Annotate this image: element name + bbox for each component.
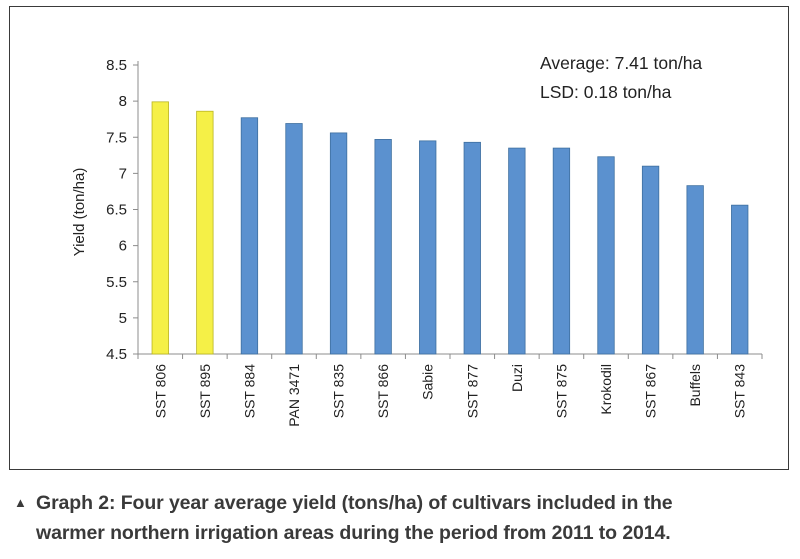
x-axis-tick-labels: SST 806 SST 895 SST 884 PAN 3471 SST 835 SST …	[137, 354, 763, 427]
bar-sabie	[419, 140, 437, 355]
x-tick-label: Buffels	[687, 364, 703, 407]
x-tick-label: SST 895	[197, 364, 213, 418]
y-axis-ticks: 4.5 5 5.5 6 6.5 7 7.5 8 8.5	[106, 57, 138, 363]
bar-chart: 4.5 5 5.5 6 6.5 7 7.5 8 8.5 SST 806 SST 895 SST 88…	[71, 53, 763, 427]
x-tick-label: SST 835	[331, 364, 347, 418]
bar-sst-835	[329, 132, 348, 355]
bar-pan-3471	[285, 123, 303, 355]
y-tick-label: 7	[119, 165, 127, 182]
x-tick-label: Duzi	[509, 364, 525, 392]
x-tick-label: SST 875	[553, 364, 569, 418]
y-tick-label: 6	[119, 238, 127, 255]
plot-area	[137, 61, 762, 355]
y-tick-label: 7.5	[106, 129, 127, 146]
caption-triangle-icon: ▲	[14, 495, 27, 510]
y-axis-label: Yield (ton/ha)	[71, 168, 88, 257]
x-tick-label: SST 806	[152, 364, 168, 418]
bar-sst-867	[641, 165, 660, 355]
x-tick-label: SST 884	[241, 364, 257, 418]
bar-buffels	[686, 185, 704, 355]
y-tick-label: 5.5	[106, 274, 127, 291]
y-tick-label: 5	[119, 310, 127, 327]
bars	[151, 101, 749, 355]
bar-krokodil	[597, 156, 615, 355]
bar-sst-866	[374, 139, 392, 355]
x-tick-label: PAN 3471	[286, 364, 302, 427]
y-tick-label: 8	[119, 93, 127, 110]
caption-line-1: Graph 2: Four year average yield (tons/h…	[36, 492, 673, 514]
x-tick-label: SST 866	[375, 364, 391, 418]
x-tick-label: Krokodil	[598, 364, 614, 415]
y-tick-label: 6.5	[106, 202, 127, 219]
y-tick-label: 8.5	[106, 57, 127, 74]
bar-sst-806	[151, 101, 169, 355]
bar-duzi	[508, 147, 526, 355]
x-tick-label: SST 877	[464, 364, 480, 418]
bar-sst-895	[196, 110, 214, 355]
caption-line-2: warmer northern irrigation areas during …	[36, 522, 671, 544]
x-tick-label: SST 843	[732, 364, 748, 418]
y-tick-label: 4.5	[106, 346, 127, 363]
average-annotation: Average: 7.41 ton/ha	[540, 53, 702, 73]
lsd-annotation: LSD: 0.18 ton/ha	[540, 82, 672, 102]
bar-sst-843	[731, 204, 749, 355]
bar-sst-877	[463, 141, 481, 355]
bar-sst-875	[552, 147, 571, 355]
chart-frame: 4.5 5 5.5 6 6.5 7 7.5 8 8.5 SST 806 SST 895 SST 88…	[9, 6, 789, 470]
figure-caption: ▲ Graph 2: Four year average yield (tons/…	[14, 488, 794, 548]
x-tick-label: Sabie	[420, 364, 436, 400]
x-tick-label: SST 867	[643, 364, 659, 418]
bar-sst-884	[240, 117, 259, 355]
